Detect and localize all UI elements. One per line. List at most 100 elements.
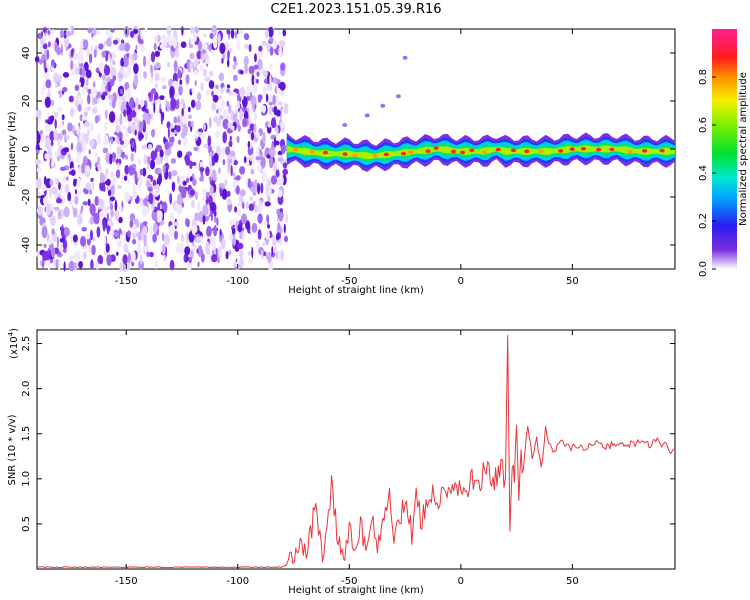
noise-speck — [104, 109, 108, 120]
noise-speck — [251, 246, 254, 259]
noise-speck — [225, 251, 229, 260]
noise-speck — [169, 193, 173, 205]
noise-speck — [237, 242, 244, 250]
noise-speck — [229, 233, 233, 243]
noise-speck — [88, 52, 93, 64]
noise-speck — [280, 62, 286, 71]
noise-speck — [61, 114, 65, 121]
noise-speck — [37, 32, 43, 40]
noise-speck — [75, 157, 80, 164]
noise-speck — [265, 254, 271, 260]
noise-speck — [153, 102, 156, 114]
y-tick-label: 2.0 — [21, 381, 32, 397]
noise-speck — [67, 122, 73, 132]
noise-speck — [44, 122, 51, 132]
noise-speck — [229, 219, 234, 227]
noise-speck — [248, 65, 255, 75]
noise-speck — [182, 180, 187, 186]
noise-speck — [228, 140, 233, 148]
noise-speck — [160, 115, 163, 125]
colorbar-tick-label: 0.8 — [698, 69, 709, 85]
noise-speck — [73, 52, 80, 59]
noise-speck — [253, 64, 259, 70]
noise-speck — [141, 144, 148, 150]
noise-speck — [63, 147, 70, 153]
noise-speck — [177, 175, 180, 184]
noise-speck — [235, 185, 240, 195]
noise-speck — [192, 178, 197, 187]
noise-speck — [233, 217, 236, 224]
noise-speck — [221, 99, 226, 110]
noise-speck — [256, 146, 260, 157]
noise-speck — [44, 96, 51, 109]
noise-speck — [136, 238, 140, 247]
noise-speck — [36, 249, 40, 256]
noise-speck — [222, 131, 227, 144]
noise-speck — [239, 189, 246, 197]
noise-speck — [205, 247, 211, 255]
noise-speck — [267, 224, 270, 229]
signal-peak — [558, 149, 564, 153]
noise-speck — [222, 118, 229, 130]
snr-multiplier-base: (x10 — [9, 336, 20, 359]
noise-speck — [168, 171, 172, 180]
noise-speck — [162, 164, 166, 174]
noise-speck — [242, 96, 248, 108]
noise-speck — [210, 49, 215, 56]
spectrogram-y-axis-label: Frequency (Hz) — [7, 111, 18, 187]
noise-speck — [192, 225, 198, 233]
x-tick-label: -50 — [341, 276, 357, 287]
x-tick-label: -150 — [115, 276, 138, 287]
noise-speck — [134, 129, 137, 136]
noise-speck — [109, 203, 114, 211]
noise-speck — [163, 97, 167, 106]
noise-speck — [121, 151, 126, 159]
noise-speck — [45, 137, 52, 150]
noise-speck — [159, 149, 164, 158]
noise-speck — [76, 142, 82, 153]
noise-speck — [99, 173, 106, 183]
noise-speck — [234, 206, 238, 213]
noise-speck — [237, 233, 240, 238]
noise-speck — [112, 60, 116, 66]
noise-speck — [269, 46, 274, 56]
noise-speck — [190, 120, 194, 128]
noise-speck — [115, 157, 122, 166]
noise-speck — [108, 185, 111, 190]
noise-speck — [253, 201, 256, 206]
noise-speck — [269, 146, 276, 158]
noise-speck — [198, 210, 204, 223]
noise-speck — [193, 69, 199, 76]
noise-speck — [170, 128, 176, 133]
noise-speck — [132, 233, 137, 239]
noise-speck — [266, 125, 272, 134]
noise-speck — [155, 31, 158, 44]
noise-speck — [58, 262, 61, 272]
noise-speck — [102, 91, 108, 97]
noise-speck — [132, 190, 138, 200]
noise-speck — [244, 63, 249, 74]
noise-speck — [206, 225, 212, 237]
noise-speck — [239, 250, 244, 258]
noise-speck — [215, 130, 221, 139]
noise-speck — [195, 236, 202, 243]
noise-speck — [122, 254, 128, 265]
noise-speck — [134, 116, 138, 124]
noise-speck — [267, 185, 272, 198]
noise-speck — [197, 261, 200, 267]
snr-x-axis-label: Height of straight line (km) — [288, 585, 424, 596]
noise-speck — [263, 70, 268, 78]
noise-speck — [89, 45, 94, 55]
noise-speck — [221, 238, 226, 250]
noise-speck — [124, 165, 130, 175]
noise-speck — [138, 243, 141, 254]
noise-speck — [166, 121, 171, 129]
noise-speck — [252, 84, 258, 94]
noise-speck — [241, 213, 248, 224]
snr-multiplier-exp: 4 — [7, 331, 15, 336]
noise-speck — [61, 129, 67, 135]
noise-speck — [97, 163, 102, 171]
noise-speck — [56, 198, 63, 204]
noise-speck — [201, 53, 205, 62]
noise-speck — [139, 168, 144, 176]
